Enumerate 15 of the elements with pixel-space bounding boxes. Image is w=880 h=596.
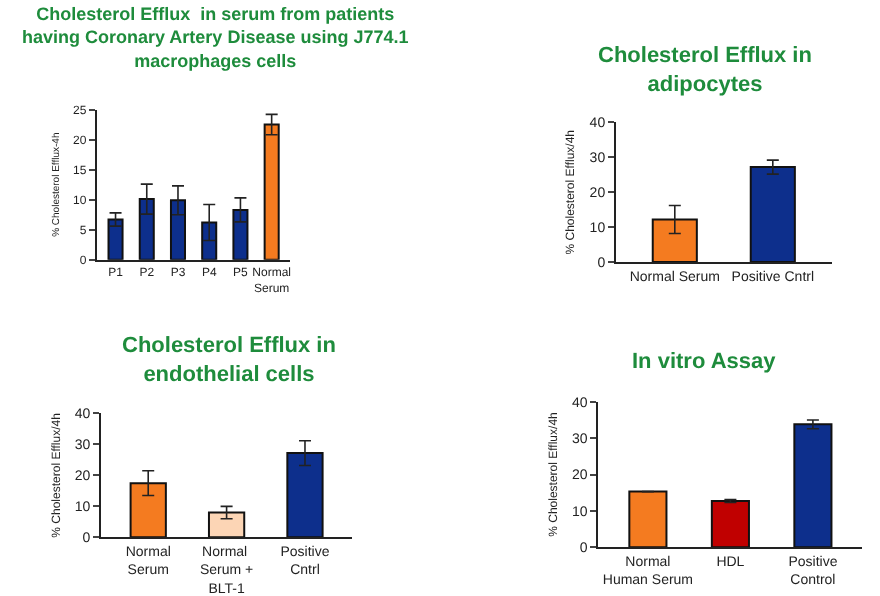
bar: [207, 511, 246, 538]
chart-title: Cholesterol Efflux in endothelial cells: [122, 334, 337, 387]
bar: [710, 500, 750, 548]
bar: [628, 490, 668, 548]
bar: [107, 218, 124, 260]
bar: [232, 208, 249, 260]
bar: [263, 123, 280, 260]
chart-title: In vitro Assay: [632, 350, 778, 374]
chart-title: Cholesterol Efflux in adipocytes: [598, 44, 813, 97]
chart-title: Cholesterol Efflux in serum from patients having Coronary Artery Disease using J774.1 macrophages cells: [22, 4, 409, 71]
bar: [169, 199, 187, 260]
bar: [286, 452, 324, 538]
bar: [129, 482, 167, 538]
bar: [793, 423, 833, 548]
bar: [138, 198, 155, 260]
